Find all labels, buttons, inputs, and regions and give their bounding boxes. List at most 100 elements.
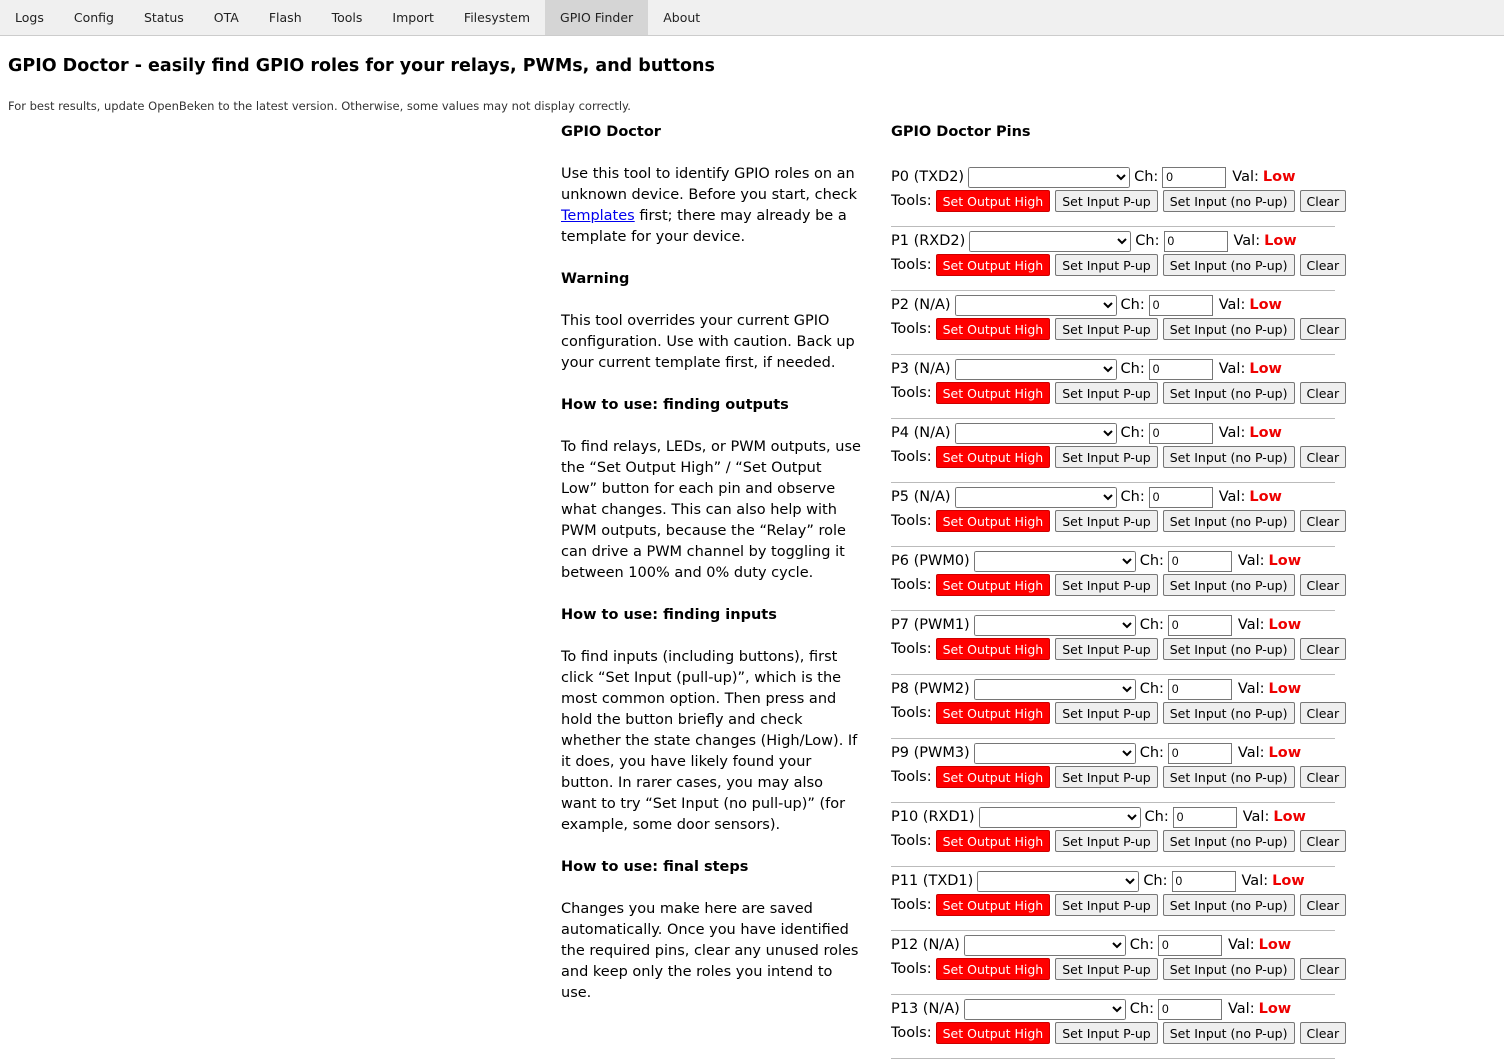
nav-tab[interactable]: Flash <box>268 10 302 25</box>
role-select[interactable] <box>973 678 1136 700</box>
tool-button[interactable]: Set Output High <box>935 638 1051 660</box>
tool-button[interactable]: Clear <box>1299 510 1347 532</box>
tool-button[interactable]: Set Input P-up <box>1055 958 1158 980</box>
tool-button[interactable]: Set Output High <box>935 446 1051 468</box>
channel-input[interactable]: 0 <box>1162 166 1227 188</box>
tool-button[interactable]: Set Input (no P-up) <box>1162 766 1295 788</box>
tool-button[interactable]: Clear <box>1299 1022 1347 1044</box>
tool-button[interactable]: Set Input P-up <box>1055 638 1158 660</box>
nav-tab[interactable]: GPIO Finder <box>545 0 649 35</box>
channel-input[interactable]: 0 <box>1148 358 1213 380</box>
nav-tab[interactable]: Tools <box>331 10 363 25</box>
tool-button[interactable]: Set Input P-up <box>1055 702 1158 724</box>
tool-button[interactable]: Set Input P-up <box>1055 574 1158 596</box>
templates-link[interactable]: Templates <box>561 208 635 224</box>
tool-button[interactable]: Clear <box>1299 318 1347 340</box>
tool-button[interactable]: Set Input (no P-up) <box>1162 318 1295 340</box>
nav-tab[interactable]: Import <box>392 10 434 25</box>
channel-input[interactable]: 0 <box>1167 678 1232 700</box>
role-select[interactable] <box>969 230 1132 252</box>
tool-button[interactable]: Set Input P-up <box>1055 254 1158 276</box>
tool-button[interactable]: Clear <box>1299 894 1347 916</box>
tool-button[interactable]: Set Input P-up <box>1055 382 1158 404</box>
channel-input[interactable]: 0 <box>1167 614 1232 636</box>
channel-input[interactable]: 0 <box>1148 422 1213 444</box>
tool-button[interactable]: Set Output High <box>935 1022 1051 1044</box>
tool-button[interactable]: Clear <box>1299 382 1347 404</box>
tool-button[interactable]: Set Input (no P-up) <box>1162 254 1295 276</box>
tool-button[interactable]: Clear <box>1299 638 1347 660</box>
nav-tab[interactable]: Status <box>143 10 184 25</box>
role-select[interactable] <box>973 742 1136 764</box>
tool-button[interactable]: Set Input P-up <box>1055 510 1158 532</box>
role-select[interactable] <box>963 934 1126 956</box>
channel-input[interactable]: 0 <box>1167 550 1232 572</box>
tool-button[interactable]: Clear <box>1299 446 1347 468</box>
tool-button[interactable]: Set Output High <box>935 382 1051 404</box>
tool-button[interactable]: Set Input (no P-up) <box>1162 446 1295 468</box>
tool-button[interactable]: Set Input P-up <box>1055 190 1158 212</box>
tool-button[interactable]: Clear <box>1299 766 1347 788</box>
role-select[interactable] <box>977 870 1140 892</box>
nav-tab[interactable]: About <box>663 10 701 25</box>
tool-button[interactable]: Set Input (no P-up) <box>1162 702 1295 724</box>
tool-button[interactable]: Set Output High <box>935 254 1051 276</box>
tool-button[interactable]: Set Input (no P-up) <box>1162 510 1295 532</box>
role-select[interactable] <box>954 294 1117 316</box>
tool-button[interactable]: Set Output High <box>935 894 1051 916</box>
role-select[interactable] <box>978 806 1141 828</box>
tool-button[interactable]: Set Input P-up <box>1055 766 1158 788</box>
tool-button[interactable]: Set Input (no P-up) <box>1162 638 1295 660</box>
tool-button[interactable]: Set Input P-up <box>1055 830 1158 852</box>
channel-input[interactable]: 0 <box>1171 870 1236 892</box>
tool-button[interactable]: Set Output High <box>935 830 1051 852</box>
tool-button[interactable]: Clear <box>1299 958 1347 980</box>
pin-tools: Tools: Set Output High Set Input P-up Set I… <box>891 1021 1347 1045</box>
tool-button[interactable]: Set Output High <box>935 702 1051 724</box>
role-select[interactable] <box>973 614 1136 636</box>
tool-button[interactable]: Clear <box>1299 830 1347 852</box>
tool-button[interactable]: Set Input (no P-up) <box>1162 1022 1295 1044</box>
tool-button[interactable]: Set Input P-up <box>1055 446 1158 468</box>
tool-button[interactable]: Set Input P-up <box>1055 894 1158 916</box>
tool-button[interactable]: Set Input (no P-up) <box>1162 830 1295 852</box>
role-select[interactable] <box>973 550 1136 572</box>
channel-input[interactable]: 0 <box>1167 742 1232 764</box>
tool-button[interactable]: Set Output High <box>935 190 1051 212</box>
channel-input[interactable]: 0 <box>1163 230 1228 252</box>
role-select[interactable] <box>954 486 1117 508</box>
tool-button[interactable]: Set Input (no P-up) <box>1162 894 1295 916</box>
role-select[interactable] <box>954 422 1117 444</box>
nav-tab[interactable]: OTA <box>213 10 239 25</box>
channel-input[interactable]: 0 <box>1148 486 1213 508</box>
role-select[interactable] <box>963 998 1126 1020</box>
tool-button[interactable]: Clear <box>1299 254 1347 276</box>
tool-button[interactable]: Set Input (no P-up) <box>1162 574 1295 596</box>
tool-button[interactable]: Clear <box>1299 190 1347 212</box>
pin-value: Low <box>1249 361 1282 377</box>
role-select[interactable] <box>954 358 1117 380</box>
channel-input[interactable]: 0 <box>1148 294 1213 316</box>
nav-tab[interactable]: Config <box>73 10 114 25</box>
tool-button[interactable]: Set Output High <box>935 766 1051 788</box>
role-select[interactable] <box>968 166 1131 188</box>
channel-input[interactable]: 0 <box>1172 806 1237 828</box>
value-label: Val: <box>1237 553 1265 569</box>
tool-button[interactable]: Set Input (no P-up) <box>1162 382 1295 404</box>
tool-button[interactable]: Clear <box>1299 574 1347 596</box>
tool-button[interactable]: Set Output High <box>935 574 1051 596</box>
channel-label: Ch: <box>1135 233 1160 249</box>
tool-button[interactable]: Set Input P-up <box>1055 318 1158 340</box>
tool-button[interactable]: Set Output High <box>935 318 1051 340</box>
tool-button[interactable]: Set Input (no P-up) <box>1162 958 1295 980</box>
tool-button[interactable]: Set Output High <box>935 958 1051 980</box>
tool-button[interactable]: Set Input P-up <box>1055 1022 1158 1044</box>
tool-button[interactable]: Clear <box>1299 702 1347 724</box>
channel-input[interactable]: 0 <box>1157 998 1222 1020</box>
nav-tab[interactable]: Logs <box>15 10 44 25</box>
channel-input[interactable]: 0 <box>1157 934 1222 956</box>
channel-label: Ch: <box>1139 553 1164 569</box>
tool-button[interactable]: Set Input (no P-up) <box>1162 190 1295 212</box>
tool-button[interactable]: Set Output High <box>935 510 1051 532</box>
nav-tab[interactable]: Filesystem <box>463 10 531 25</box>
